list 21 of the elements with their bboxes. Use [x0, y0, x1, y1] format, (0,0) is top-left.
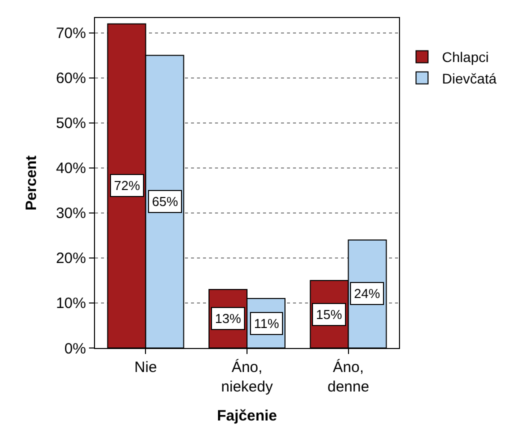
x-tick-label: Áno, niekedy	[221, 358, 274, 396]
y-tick-label: 40%	[56, 160, 86, 178]
data-label: 24%	[354, 286, 380, 301]
y-tick-label: 20%	[56, 250, 86, 268]
x-tick-label: Nie	[134, 359, 157, 376]
data-label: 72%	[114, 178, 140, 193]
x-tick-label: Áno, denne	[327, 358, 370, 396]
y-tick-label: 30%	[56, 205, 86, 222]
y-tick-label: 0%	[64, 340, 86, 358]
y-axis-title: Percent	[23, 155, 40, 211]
y-tick-label: 10%	[56, 295, 86, 312]
legend-label: Chlapci	[442, 49, 489, 66]
y-tick-label: 70%	[56, 25, 86, 42]
x-axis-title: Fajčenie	[216, 408, 278, 424]
data-label: 15%	[316, 307, 342, 322]
y-tick-label: 50%	[56, 115, 86, 132]
data-label: 11%	[254, 316, 280, 331]
data-label: 65%	[152, 194, 178, 209]
legend-label: Dievčatá	[442, 70, 497, 86]
y-tick-label: 60%	[56, 70, 86, 88]
data-label: 13%	[215, 311, 242, 326]
